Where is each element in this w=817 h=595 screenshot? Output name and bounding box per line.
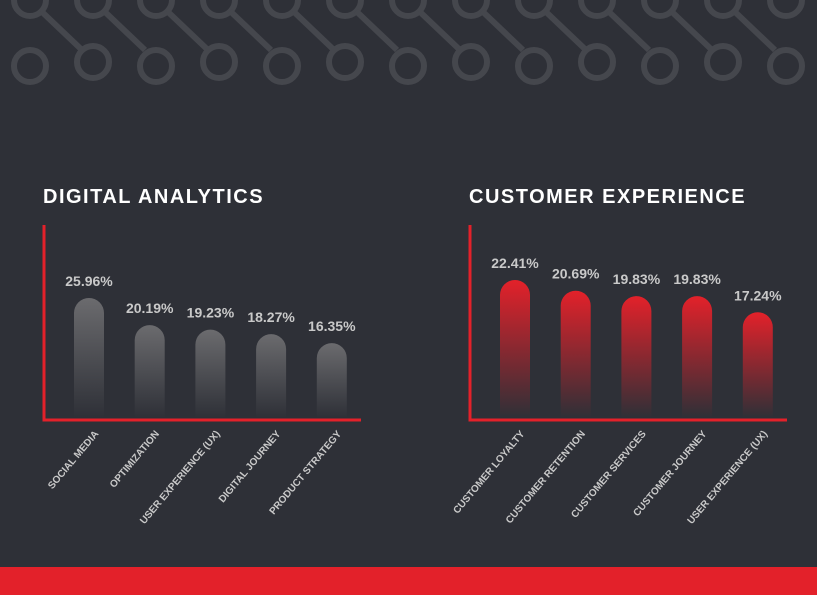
decor-circle <box>452 0 490 19</box>
decor-circle <box>137 0 175 19</box>
decor-line <box>479 8 526 53</box>
decor-circle <box>578 0 616 19</box>
decor-circle <box>389 0 427 19</box>
bar <box>316 343 347 418</box>
decor-circle <box>11 0 49 19</box>
decor-pattern <box>11 0 805 85</box>
decor-circle <box>641 0 679 19</box>
decor-circle <box>326 0 364 19</box>
value-label: 22.41% <box>491 255 539 271</box>
decor-circle <box>704 43 742 81</box>
decor-circle <box>200 43 238 81</box>
decor-circle <box>11 47 49 85</box>
bar <box>742 312 773 418</box>
decor-line <box>542 8 589 53</box>
decor-circle <box>641 47 679 85</box>
value-label: 17.24% <box>734 287 782 303</box>
decor-circle <box>452 43 490 81</box>
decor-circle <box>74 0 112 19</box>
chart: DIGITAL ANALYTICS 25.96% SOCIAL MEDIA 20.19… <box>42 186 361 527</box>
footer-band <box>0 567 817 595</box>
decor-circle <box>704 0 742 19</box>
bar <box>134 325 165 418</box>
value-label: 19.23% <box>187 305 235 321</box>
decor-line <box>290 8 337 53</box>
chart-title: CUSTOMER EXPERIENCE <box>469 186 746 208</box>
category-label: DIGITAL JOURNEY <box>217 429 284 505</box>
decor-circle <box>200 0 238 19</box>
value-label: 20.19% <box>126 300 174 316</box>
decor-line <box>668 8 715 53</box>
bar <box>560 290 591 418</box>
decor-circle <box>263 47 301 85</box>
bar <box>682 296 713 418</box>
decor-circle <box>515 47 553 85</box>
decor-circle <box>515 0 553 19</box>
decor-line <box>605 8 652 53</box>
decor-line <box>101 8 148 53</box>
decor-line <box>38 8 85 53</box>
decor-circle <box>74 43 112 81</box>
decor-circle <box>326 43 364 81</box>
value-label: 25.96% <box>65 273 113 289</box>
value-label: 16.35% <box>308 318 356 334</box>
decor-line <box>353 8 400 53</box>
bar <box>500 279 530 418</box>
category-label: OPTIMIZATION <box>108 429 162 490</box>
value-label: 18.27% <box>247 309 295 325</box>
decor-circle <box>389 47 427 85</box>
bar <box>195 329 226 418</box>
value-label: 19.83% <box>673 271 721 287</box>
bar <box>621 296 652 418</box>
category-label: PRODUCT STRATEGY <box>268 429 345 517</box>
decor-circle <box>767 0 805 19</box>
value-label: 20.69% <box>552 266 600 282</box>
decor-line <box>731 8 778 53</box>
decor-circle <box>137 47 175 85</box>
category-label: SOCIAL MEDIA <box>46 429 101 492</box>
decor-line <box>164 8 211 53</box>
value-label: 19.83% <box>613 271 661 287</box>
decor-line <box>227 8 274 53</box>
chart-title: DIGITAL ANALYTICS <box>43 186 264 208</box>
decor-line <box>416 8 463 53</box>
bar <box>256 334 287 418</box>
decor-circle <box>578 43 616 81</box>
decor-circle <box>767 47 805 85</box>
bar <box>74 297 104 418</box>
decor-circle <box>263 0 301 19</box>
